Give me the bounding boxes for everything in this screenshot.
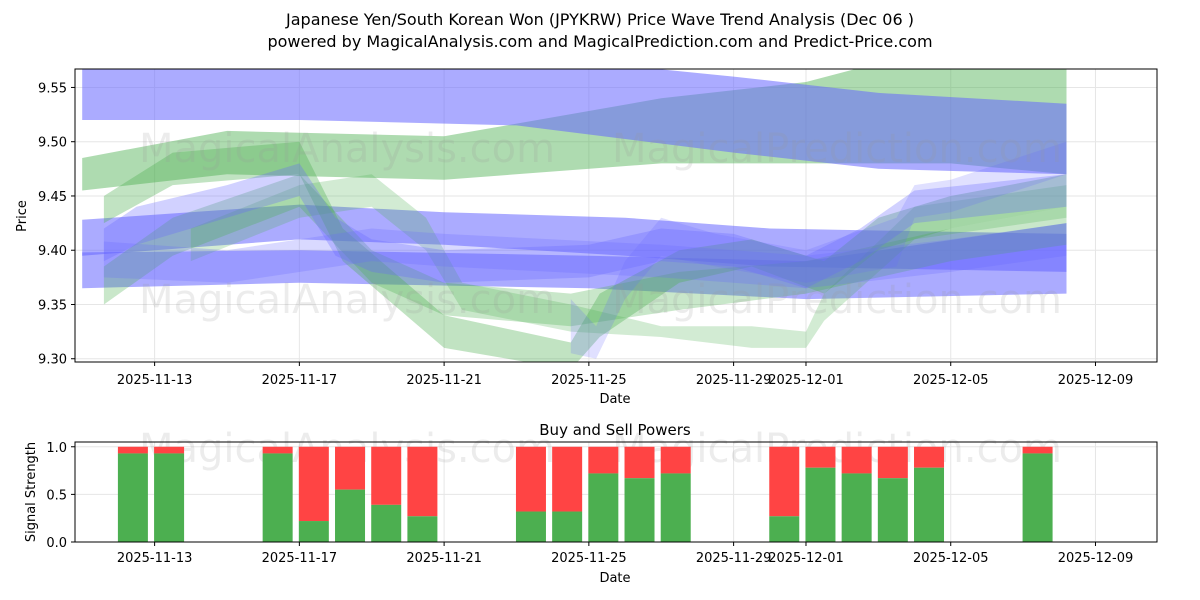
- signal-plot-frame: [74, 441, 1158, 543]
- sell-power-bar: [877, 446, 908, 479]
- y-tick-label: 1.0: [46, 441, 67, 456]
- price-wave-bands: [82, 69, 1067, 362]
- watermark-text: MagicalPrediction.com: [612, 277, 1062, 323]
- wave-band-green-5: [103, 141, 1067, 362]
- sell-power-bar: [805, 446, 836, 468]
- x-tick-label: 2025-11-25: [551, 373, 627, 388]
- buy-power-bar: [914, 467, 945, 542]
- buy-power-bar: [298, 521, 329, 542]
- watermark-text: MagicalPrediction.com: [612, 126, 1062, 172]
- buy-power-bar: [552, 511, 583, 542]
- chart-subtitle: powered by MagicalAnalysis.com and Magic…: [267, 32, 933, 51]
- sell-power-bar: [624, 446, 655, 479]
- buy-power-bar: [371, 504, 402, 542]
- signal-y-axis-label: Signal Strength: [24, 442, 39, 542]
- signal-x-axis-label: Date: [599, 571, 630, 586]
- x-tick-label: 2025-12-01: [768, 373, 844, 388]
- y-tick-label: 9.45: [38, 190, 67, 205]
- x-tick-label: 2025-11-13: [117, 373, 193, 388]
- signal-y-axis: 0.0 0.5 1.0: [46, 441, 75, 551]
- chart-title: Japanese Yen/South Korean Won (JPYKRW) P…: [286, 10, 914, 29]
- y-tick-label: 9.30: [38, 353, 67, 368]
- sell-power-bar: [841, 446, 872, 474]
- sell-power-bar: [407, 446, 438, 517]
- price-x-axis: 2025-11-13 2025-11-17 2025-11-21 2025-11-25…: [117, 362, 1133, 388]
- buy-sell-chart-title: Buy and Sell Powers: [539, 421, 691, 439]
- price-x-axis-label: Date: [599, 392, 630, 407]
- buy-power-bar: [805, 467, 836, 542]
- sell-power-bar: [298, 446, 329, 522]
- watermark-text: MagicalAnalysis.com: [139, 277, 555, 323]
- x-tick-label: 2025-11-21: [406, 551, 482, 566]
- x-tick-label: 2025-12-09: [1058, 373, 1134, 388]
- price-y-axis: 9.30 9.35 9.40 9.45 9.50 9.55: [38, 81, 75, 368]
- signal-bars: [117, 446, 1053, 542]
- watermark-layer: MagicalAnalysis.com MagicalPrediction.co…: [139, 126, 1062, 323]
- sell-power-bar: [588, 446, 619, 474]
- watermark-text: MagicalAnalysis.com: [139, 126, 555, 172]
- wave-band-green-6: [103, 174, 1067, 327]
- price-plot-frame: [74, 68, 1158, 363]
- x-tick-label: 2025-12-09: [1058, 551, 1134, 566]
- wave-band-blue-8: [103, 163, 1067, 289]
- wave-band-blue-4: [82, 223, 1067, 300]
- buy-power-bar: [515, 511, 546, 542]
- y-tick-label: 0.5: [46, 488, 67, 503]
- y-tick-label: 9.35: [38, 298, 67, 313]
- sell-power-bar: [1022, 446, 1053, 454]
- y-tick-label: 9.55: [38, 81, 67, 96]
- x-tick-label: 2025-11-21: [406, 373, 482, 388]
- sell-power-bar: [154, 446, 185, 454]
- x-tick-label: 2025-11-29: [696, 551, 772, 566]
- sell-power-bar: [515, 446, 546, 512]
- buy-power-bar: [335, 489, 366, 542]
- buy-power-bar: [769, 516, 800, 542]
- buy-power-bar: [117, 453, 148, 542]
- buy-power-bar: [660, 473, 691, 542]
- buy-power-bar: [154, 453, 185, 542]
- buy-sell-power-chart: Buy and Sell Powers MagicalAnalysis.com …: [24, 421, 1158, 586]
- x-tick-label: 2025-11-29: [696, 373, 772, 388]
- wave-band-blue-9: [570, 141, 1067, 359]
- sell-power-bar: [371, 446, 402, 505]
- buy-power-bar: [624, 478, 655, 542]
- x-tick-label: 2025-11-17: [262, 551, 338, 566]
- x-tick-label: 2025-11-17: [262, 373, 338, 388]
- x-tick-label: 2025-11-25: [551, 551, 627, 566]
- buy-power-bar: [877, 478, 908, 542]
- signal-x-axis: 2025-11-13 2025-11-17 2025-11-21 2025-11-25…: [117, 542, 1133, 566]
- sell-power-bar: [769, 446, 800, 517]
- sell-power-bar: [914, 446, 945, 468]
- x-tick-label: 2025-12-01: [768, 551, 844, 566]
- buy-power-bar: [407, 516, 438, 542]
- wave-band-green-7: [190, 174, 1067, 348]
- sell-power-bar: [335, 446, 366, 490]
- sell-power-bar: [660, 446, 691, 474]
- sell-power-bar: [117, 446, 148, 454]
- price-wave-chart: MagicalAnalysis.com MagicalPrediction.co…: [15, 68, 1158, 407]
- sell-power-bar: [262, 446, 293, 454]
- x-tick-label: 2025-11-13: [117, 551, 193, 566]
- buy-power-bar: [1022, 453, 1053, 542]
- price-y-axis-label: Price: [15, 200, 30, 232]
- buy-power-bar: [588, 473, 619, 542]
- wave-band-blue-2: [82, 69, 1067, 175]
- x-tick-label: 2025-12-05: [913, 551, 989, 566]
- wave-band-blue-10: [103, 223, 1067, 289]
- y-tick-label: 9.40: [38, 244, 67, 259]
- sell-power-bar: [552, 446, 583, 512]
- x-tick-label: 2025-12-05: [913, 373, 989, 388]
- y-tick-label: 0.0: [46, 536, 67, 551]
- buy-power-bar: [262, 453, 293, 542]
- y-tick-label: 9.50: [38, 136, 67, 151]
- wave-band-blue-3: [82, 204, 1067, 272]
- buy-power-bar: [841, 473, 872, 542]
